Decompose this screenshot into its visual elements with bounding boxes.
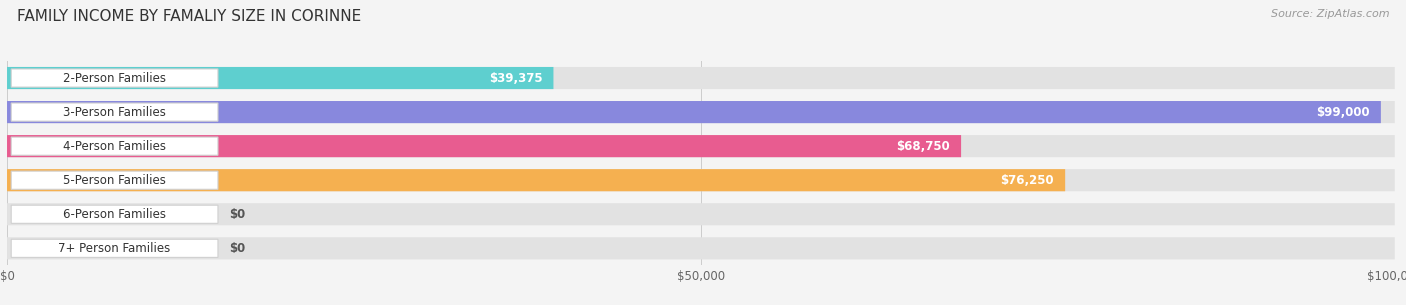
Text: Source: ZipAtlas.com: Source: ZipAtlas.com [1271, 9, 1389, 19]
FancyBboxPatch shape [7, 237, 1395, 259]
Text: $76,250: $76,250 [1001, 174, 1054, 187]
FancyBboxPatch shape [7, 203, 1395, 225]
Text: $99,000: $99,000 [1316, 106, 1369, 119]
FancyBboxPatch shape [11, 137, 218, 155]
Text: $68,750: $68,750 [896, 140, 950, 152]
FancyBboxPatch shape [7, 67, 1395, 89]
FancyBboxPatch shape [7, 135, 962, 157]
FancyBboxPatch shape [7, 169, 1395, 191]
FancyBboxPatch shape [11, 103, 218, 121]
FancyBboxPatch shape [7, 101, 1395, 123]
Text: $39,375: $39,375 [489, 72, 543, 84]
Text: FAMILY INCOME BY FAMALIY SIZE IN CORINNE: FAMILY INCOME BY FAMALIY SIZE IN CORINNE [17, 9, 361, 24]
Text: 3-Person Families: 3-Person Families [63, 106, 166, 119]
Text: 2-Person Families: 2-Person Families [63, 72, 166, 84]
FancyBboxPatch shape [7, 101, 1381, 123]
Text: 7+ Person Families: 7+ Person Families [59, 242, 170, 255]
Text: 4-Person Families: 4-Person Families [63, 140, 166, 152]
FancyBboxPatch shape [11, 69, 218, 87]
FancyBboxPatch shape [7, 67, 554, 89]
Text: 6-Person Families: 6-Person Families [63, 208, 166, 221]
FancyBboxPatch shape [11, 171, 218, 189]
Text: $0: $0 [229, 208, 245, 221]
Text: 5-Person Families: 5-Person Families [63, 174, 166, 187]
FancyBboxPatch shape [11, 239, 218, 257]
FancyBboxPatch shape [11, 205, 218, 223]
Text: $0: $0 [229, 242, 245, 255]
FancyBboxPatch shape [7, 135, 1395, 157]
FancyBboxPatch shape [7, 169, 1066, 191]
